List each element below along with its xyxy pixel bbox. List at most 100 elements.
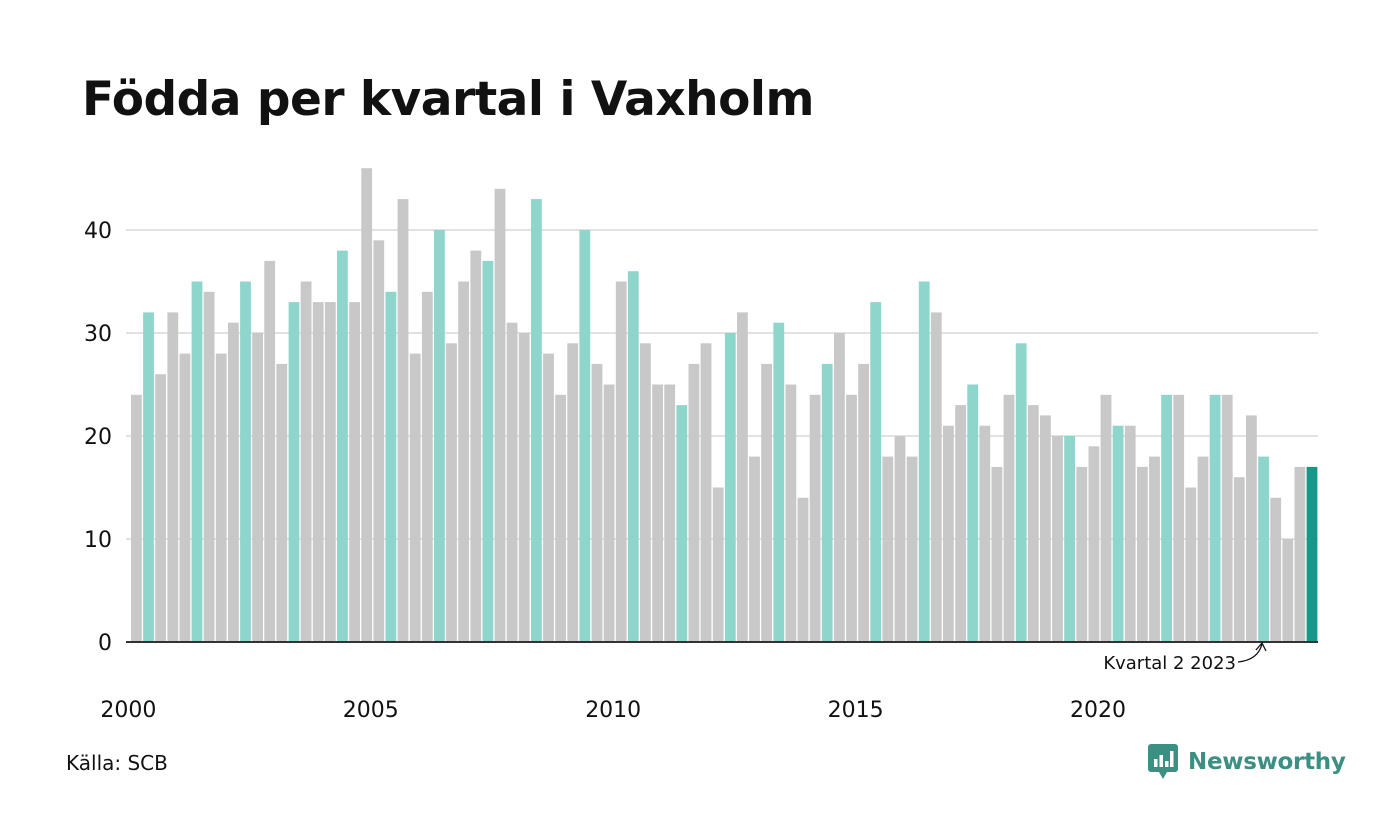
annotation-arrow	[1237, 641, 1267, 663]
bar	[640, 343, 651, 642]
bar	[324, 302, 336, 642]
x-tick-label: 2015	[828, 698, 884, 723]
newsworthy-chart-icon	[1148, 744, 1178, 779]
bar	[1064, 436, 1075, 642]
bar	[203, 291, 215, 642]
brand-name: Newsworthy	[1188, 749, 1346, 775]
source-label: Källa: SCB	[66, 751, 168, 775]
bar	[579, 230, 591, 642]
bar	[409, 353, 421, 642]
bar	[518, 333, 530, 642]
bar	[397, 199, 409, 642]
bar	[482, 260, 494, 642]
bar	[1173, 394, 1185, 642]
bar	[1306, 466, 1318, 642]
bar	[506, 322, 518, 642]
bar	[215, 353, 227, 642]
bar	[1088, 446, 1100, 642]
bar	[179, 353, 191, 642]
bar	[894, 436, 906, 642]
bar	[276, 363, 288, 642]
bar	[1137, 466, 1148, 642]
bar	[821, 363, 833, 642]
bar	[724, 333, 736, 642]
bar	[906, 456, 918, 642]
bar	[882, 456, 894, 642]
bar	[470, 250, 482, 642]
y-tick-label: 20	[84, 425, 112, 450]
bar	[264, 260, 276, 642]
bar	[603, 384, 615, 642]
bar	[349, 302, 360, 642]
bar	[700, 343, 712, 642]
bar	[1258, 456, 1269, 642]
bar	[979, 425, 991, 642]
bar	[385, 291, 397, 642]
bar	[1149, 456, 1160, 642]
bar	[955, 405, 966, 642]
bar	[1282, 539, 1294, 642]
y-tick-label: 0	[98, 631, 112, 656]
bar	[773, 322, 785, 642]
chart-title: Födda per kvartal i Vaxholm	[82, 72, 815, 127]
bar	[1185, 487, 1197, 642]
bar	[652, 384, 663, 642]
bar	[458, 281, 469, 642]
annotation-label: Kvartal 2 2023	[1103, 653, 1236, 674]
bar	[1100, 394, 1112, 642]
bar	[1027, 405, 1039, 642]
bar	[228, 322, 239, 642]
bar	[688, 363, 700, 642]
bar	[1270, 497, 1282, 642]
brand-logo: Newsworthy	[1148, 744, 1346, 780]
y-axis-ticks: 0 10 20 30 40	[84, 219, 112, 656]
bar	[991, 466, 1003, 642]
y-tick-label: 30	[84, 322, 112, 347]
bar	[870, 302, 882, 642]
bar	[1197, 456, 1209, 642]
bar	[1015, 343, 1027, 642]
bar	[337, 250, 348, 642]
bar	[1161, 394, 1172, 642]
y-tick-label: 40	[84, 219, 112, 244]
x-tick-label: 2000	[100, 698, 156, 723]
bar	[858, 363, 869, 642]
bar	[1040, 415, 1051, 642]
x-tick-label: 2005	[343, 698, 399, 723]
bar	[930, 312, 942, 642]
bar	[312, 302, 324, 642]
bar	[252, 333, 263, 642]
bar	[155, 374, 166, 642]
bar	[531, 199, 542, 642]
bar	[1294, 466, 1306, 642]
x-tick-label: 2020	[1070, 698, 1126, 723]
bar	[1124, 425, 1136, 642]
bar	[1209, 394, 1221, 642]
bar	[131, 394, 142, 642]
bar	[797, 497, 809, 642]
bar	[1112, 425, 1124, 642]
bar	[737, 312, 748, 642]
bar	[943, 425, 954, 642]
bar	[373, 240, 385, 643]
bar	[300, 281, 312, 642]
bar	[191, 281, 203, 642]
bar	[494, 188, 506, 643]
bar	[446, 343, 457, 642]
bar	[809, 394, 821, 642]
bar	[1052, 436, 1063, 642]
bar	[1233, 477, 1245, 642]
bar	[591, 363, 603, 642]
bar	[240, 281, 251, 642]
bar	[434, 230, 445, 642]
y-tick-label: 10	[84, 528, 112, 553]
bar	[1003, 394, 1015, 642]
bar	[712, 487, 724, 642]
bar	[361, 168, 373, 642]
bar	[967, 384, 979, 642]
bar	[785, 384, 797, 642]
bar	[834, 333, 845, 642]
bars	[131, 168, 1318, 643]
bar	[567, 343, 579, 642]
